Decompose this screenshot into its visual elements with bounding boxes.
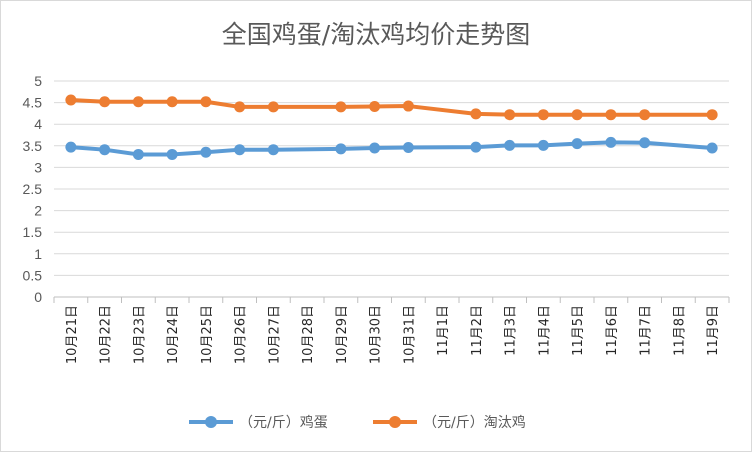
data-point (99, 96, 111, 108)
x-tick-label: 11月8日 (672, 305, 687, 356)
x-tick-label: 11月5日 (571, 305, 586, 356)
x-tick-label: 10月26日 (234, 305, 249, 364)
x-tick-label: 11月2日 (470, 305, 485, 356)
data-point (234, 101, 246, 113)
x-tick-label: 10月30日 (369, 305, 384, 364)
y-tick-label: 2 (34, 203, 42, 219)
x-tick-label: 10月25日 (200, 305, 215, 364)
data-point (267, 101, 279, 113)
data-point (99, 144, 111, 156)
data-point (706, 109, 718, 121)
y-tick-label: 5 (34, 73, 42, 89)
data-point (166, 148, 178, 160)
y-tick-label: 4.5 (23, 95, 43, 111)
x-tick-label: 10月28日 (301, 305, 316, 364)
data-point (132, 148, 144, 160)
data-point (537, 109, 549, 121)
x-tick-label: 11月3日 (504, 305, 519, 356)
data-point (504, 139, 516, 151)
legend-marker (389, 416, 401, 428)
x-tick-label: 11月1日 (436, 305, 451, 356)
x-tick-label: 11月6日 (605, 305, 620, 356)
legend-label: （元/斤）淘汰鸡 (423, 414, 526, 431)
data-point (706, 142, 718, 154)
x-tick-label: 11月4日 (537, 305, 552, 356)
data-point (166, 96, 178, 108)
data-point (65, 94, 77, 106)
x-tick-label: 10月29日 (335, 305, 350, 364)
y-tick-label: 0.5 (23, 267, 43, 283)
data-point (335, 101, 347, 113)
data-point (605, 109, 617, 121)
data-point (537, 139, 549, 151)
data-point (267, 144, 279, 156)
data-point (200, 96, 212, 108)
data-point (369, 142, 381, 154)
data-point (65, 141, 77, 153)
data-point (200, 146, 212, 158)
x-tick-label: 10月21日 (65, 305, 80, 364)
data-point (335, 143, 347, 155)
data-point (504, 109, 516, 121)
legend-marker (205, 416, 217, 428)
y-tick-label: 3.5 (23, 138, 43, 154)
y-tick-label: 2.5 (23, 181, 43, 197)
y-tick-label: 1.5 (23, 224, 43, 240)
data-point (132, 96, 144, 108)
legend-label: （元/斤）鸡蛋 (239, 414, 328, 431)
data-point (234, 144, 246, 156)
x-tick-label: 10月27日 (267, 305, 282, 364)
data-point (470, 108, 482, 120)
y-tick-label: 1 (34, 246, 42, 262)
y-tick-label: 4 (34, 116, 42, 132)
data-point (605, 136, 617, 148)
data-point (571, 138, 583, 150)
y-tick-label: 3 (34, 159, 42, 175)
data-point (402, 142, 414, 154)
x-tick-label: 10月23日 (132, 305, 147, 364)
data-point (639, 137, 651, 149)
data-point (639, 109, 651, 121)
data-point (470, 141, 482, 153)
chart-title: 全国鸡蛋/淘汰鸡均价走势图 (221, 20, 531, 49)
data-point (402, 100, 414, 112)
x-tick-label: 10月24日 (166, 305, 181, 364)
x-tick-label: 10月22日 (99, 305, 114, 364)
data-point (571, 109, 583, 121)
x-tick-label: 11月9日 (706, 305, 721, 356)
y-tick-label: 0 (34, 289, 42, 305)
x-tick-label: 11月7日 (639, 305, 654, 356)
data-point (369, 100, 381, 112)
x-tick-label: 10月31日 (402, 305, 417, 364)
